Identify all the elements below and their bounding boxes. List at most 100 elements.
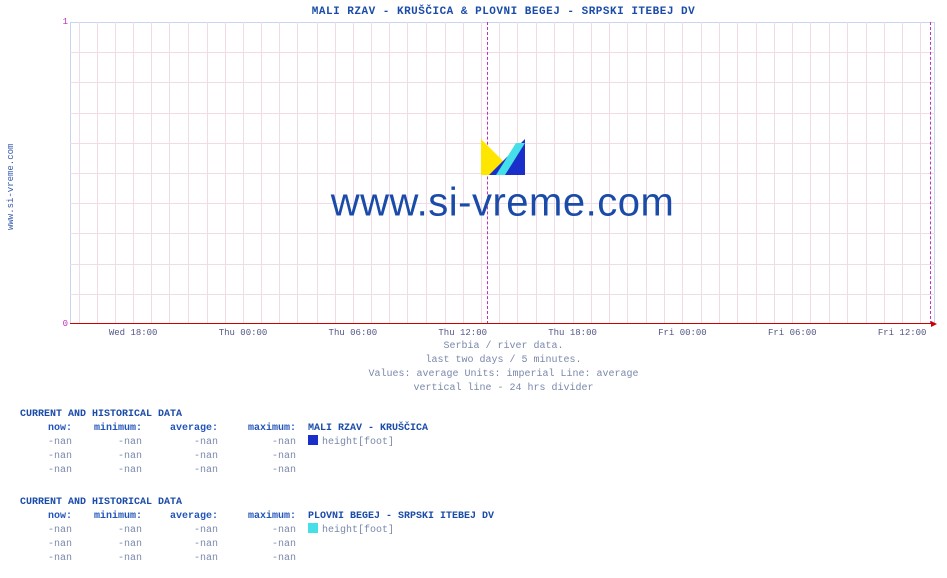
grid-line-v	[829, 22, 830, 324]
x-tick-label: Thu 06:00	[329, 328, 378, 338]
grid-line-h	[70, 52, 935, 53]
grid-line-v	[609, 22, 610, 324]
x-tick-label: Thu 18:00	[548, 328, 597, 338]
subtitle-line-4: vertical line - 24 hrs divider	[70, 382, 937, 396]
watermark-logo-icon	[481, 135, 525, 175]
grid-line-v	[866, 22, 867, 324]
grid-line-v	[536, 22, 537, 324]
grid-line-v	[701, 22, 702, 324]
grid-line-v	[737, 22, 738, 324]
subtitle-line-2: last two days / 5 minutes.	[70, 354, 937, 368]
data-row: -nan-nan-nan-nan	[20, 464, 428, 478]
cell-max: -nan	[226, 538, 304, 552]
side-label: www.si-vreme.com	[6, 144, 16, 230]
x-tick-label: Thu 00:00	[219, 328, 268, 338]
grid-line-v	[810, 22, 811, 324]
cell-max: -nan	[226, 450, 304, 464]
subtitle-line-1: Serbia / river data.	[70, 340, 937, 354]
grid-line-v	[792, 22, 793, 324]
cell-min: -nan	[80, 464, 150, 478]
legend-metric: height[foot]	[322, 524, 394, 538]
grid-line-h	[70, 233, 935, 234]
grid-line-v	[317, 22, 318, 324]
x-tick-label: Thu 12:00	[438, 328, 487, 338]
col-max: maximum:	[226, 510, 304, 524]
data-row: -nan-nan-nan-nanheight[foot]	[20, 524, 494, 538]
data-row: -nan-nan-nan-nan	[20, 450, 428, 464]
col-avg: average:	[150, 510, 226, 524]
grid-line-v	[115, 22, 116, 324]
legend-metric: height[foot]	[322, 436, 394, 450]
x-tick-label: Fri 12:00	[878, 328, 927, 338]
grid-line-h	[70, 113, 935, 114]
col-min: minimum:	[80, 422, 150, 436]
cell-avg: -nan	[150, 464, 226, 478]
cell-max: -nan	[226, 552, 304, 566]
data-block-1: CURRENT AND HISTORICAL DATA now:minimum:…	[20, 408, 428, 478]
grid-line-v	[719, 22, 720, 324]
subtitle-line-3: Values: average Units: imperial Line: av…	[70, 368, 937, 382]
chart-subtitle: Serbia / river data. last two days / 5 m…	[70, 340, 937, 396]
cell-min: -nan	[80, 524, 150, 538]
grid-line-v	[884, 22, 885, 324]
grid-line-v	[225, 22, 226, 324]
grid-line-v	[407, 22, 408, 324]
grid-line-v	[664, 22, 665, 324]
grid-line-v	[426, 22, 427, 324]
grid-line-v	[389, 22, 390, 324]
data-row: -nan-nan-nan-nanheight[foot]	[20, 436, 428, 450]
legend-entry: height[foot]	[304, 524, 394, 538]
col-min: minimum:	[80, 510, 150, 524]
grid-line-v	[682, 22, 683, 324]
watermark-text: www.si-vreme.com	[70, 181, 935, 226]
cell-max: -nan	[226, 436, 304, 450]
grid-line-v	[902, 22, 903, 324]
grid-line-h	[70, 294, 935, 295]
grid-line-v	[353, 22, 354, 324]
chart-plot-inner: Wed 18:00Thu 00:00Thu 06:00Thu 12:00Thu …	[70, 22, 935, 324]
cell-now: -nan	[20, 464, 80, 478]
legend-entry: height[foot]	[304, 436, 394, 450]
grid-line-v	[169, 22, 170, 324]
grid-line-v	[243, 22, 244, 324]
legend-swatch-icon	[308, 523, 318, 533]
cell-avg: -nan	[150, 552, 226, 566]
grid-line-v	[79, 22, 80, 324]
cell-avg: -nan	[150, 450, 226, 464]
grid-line-v	[756, 22, 757, 324]
grid-line-v	[573, 22, 574, 324]
cell-now: -nan	[20, 552, 80, 566]
baseline-line	[70, 323, 931, 324]
data-block-heading: CURRENT AND HISTORICAL DATA	[20, 408, 428, 422]
y-tick-label: 1	[54, 17, 68, 27]
grid-line-v	[371, 22, 372, 324]
data-row: -nan-nan-nan-nan	[20, 538, 494, 552]
cell-min: -nan	[80, 436, 150, 450]
end-marker-line	[930, 22, 931, 324]
cell-avg: -nan	[150, 436, 226, 450]
grid-line-v	[97, 22, 98, 324]
legend-prefix: MALI RZAV - KRUŠČICA	[304, 422, 428, 436]
grid-line-v	[646, 22, 647, 324]
grid-line-v	[627, 22, 628, 324]
cell-avg: -nan	[150, 524, 226, 538]
cell-now: -nan	[20, 538, 80, 552]
data-row: -nan-nan-nan-nan	[20, 552, 494, 566]
x-tick-label: Fri 00:00	[658, 328, 707, 338]
data-block-columns: now:minimum:average:maximum: MALI RZAV -…	[20, 422, 428, 436]
cell-min: -nan	[80, 450, 150, 464]
cell-avg: -nan	[150, 538, 226, 552]
cell-now: -nan	[20, 524, 80, 538]
grid-line-v	[279, 22, 280, 324]
grid-line-v	[151, 22, 152, 324]
x-tick-label: Fri 06:00	[768, 328, 817, 338]
grid-line-v	[188, 22, 189, 324]
grid-line-v	[445, 22, 446, 324]
col-now: now:	[20, 422, 80, 436]
y-tick-label: 0	[54, 319, 68, 329]
cell-now: -nan	[20, 450, 80, 464]
grid-line-v	[133, 22, 134, 324]
cell-max: -nan	[226, 464, 304, 478]
cell-now: -nan	[20, 436, 80, 450]
grid-line-v	[463, 22, 464, 324]
